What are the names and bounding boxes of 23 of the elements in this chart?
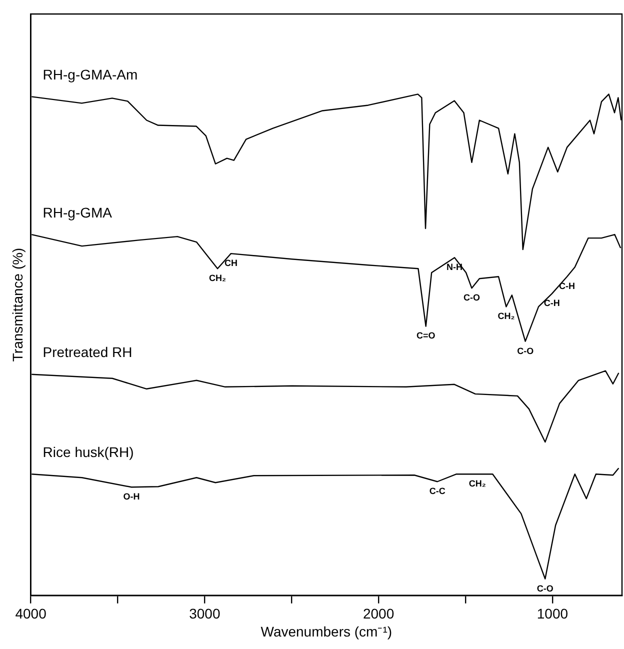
x-tick-label: 3000 bbox=[189, 606, 220, 622]
x-tick-label: 1000 bbox=[536, 606, 568, 622]
annotation: C-O bbox=[464, 292, 480, 303]
x-tick-label: 2000 bbox=[362, 606, 394, 622]
annotation: N-H bbox=[446, 262, 463, 272]
annotation: CH₂ bbox=[209, 273, 226, 284]
annotation: C-C bbox=[429, 486, 446, 496]
annotation: CH₂ bbox=[468, 478, 486, 489]
annotation: CH₂ bbox=[498, 311, 515, 322]
annotation: CH bbox=[224, 258, 238, 268]
series-label: Pretreated RH bbox=[42, 344, 132, 360]
x-axis-title: Wavenumbers (cm⁻¹) bbox=[260, 623, 392, 640]
series-label: RH-g-GMA-Am bbox=[42, 66, 138, 83]
x-tick-label: 4000 bbox=[15, 606, 47, 622]
annotation: C-O bbox=[536, 583, 554, 594]
annotation: C-H bbox=[559, 281, 576, 292]
series-label: Rice husk(RH) bbox=[42, 444, 134, 460]
annotation: C=O bbox=[416, 330, 436, 341]
annotation: C-H bbox=[544, 298, 560, 308]
y-axis-title: Transmittance (%) bbox=[9, 248, 26, 362]
series-label: RH-g-GMA bbox=[42, 204, 113, 220]
annotation: O-H bbox=[123, 492, 140, 502]
annotation: C-O bbox=[517, 346, 534, 356]
